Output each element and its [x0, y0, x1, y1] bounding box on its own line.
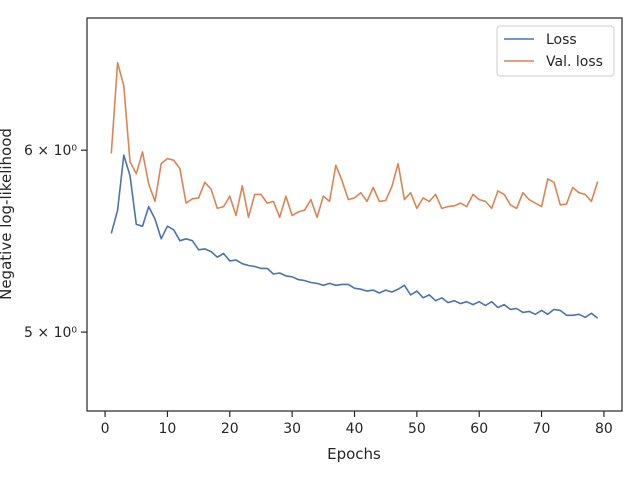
series-line-val-loss: [110, 61, 599, 219]
y-axis: 5 × 10⁰ 6 × 10⁰: [24, 143, 87, 341]
x-tick-label: 20: [221, 421, 239, 437]
legend-label-loss: Loss: [546, 32, 577, 48]
x-tick-label: 60: [470, 421, 488, 437]
legend: Loss Val. loss: [496, 25, 615, 77]
x-tick-label: 10: [159, 421, 177, 437]
x-tick-label: 0: [101, 421, 110, 437]
legend-label-val-loss: Val. loss: [546, 54, 603, 70]
plot-lines: [110, 61, 599, 319]
x-axis-label: Epochs: [327, 445, 381, 463]
y-tick-label: 5 × 10⁰: [24, 325, 77, 341]
x-tick-label: 50: [408, 421, 426, 437]
x-axis: 0 10 20 30 40 50 60 70 80: [101, 411, 613, 437]
x-tick-label: 70: [533, 421, 551, 437]
plot-frame: [86, 17, 623, 412]
x-tick-label: 80: [595, 421, 613, 437]
x-tick-label: 40: [346, 421, 364, 437]
y-tick-label: 6 × 10⁰: [24, 143, 77, 159]
series-line-loss: [110, 154, 599, 319]
x-tick-label: 30: [283, 421, 301, 437]
y-axis-label: Negative log-likelihood: [0, 128, 15, 300]
